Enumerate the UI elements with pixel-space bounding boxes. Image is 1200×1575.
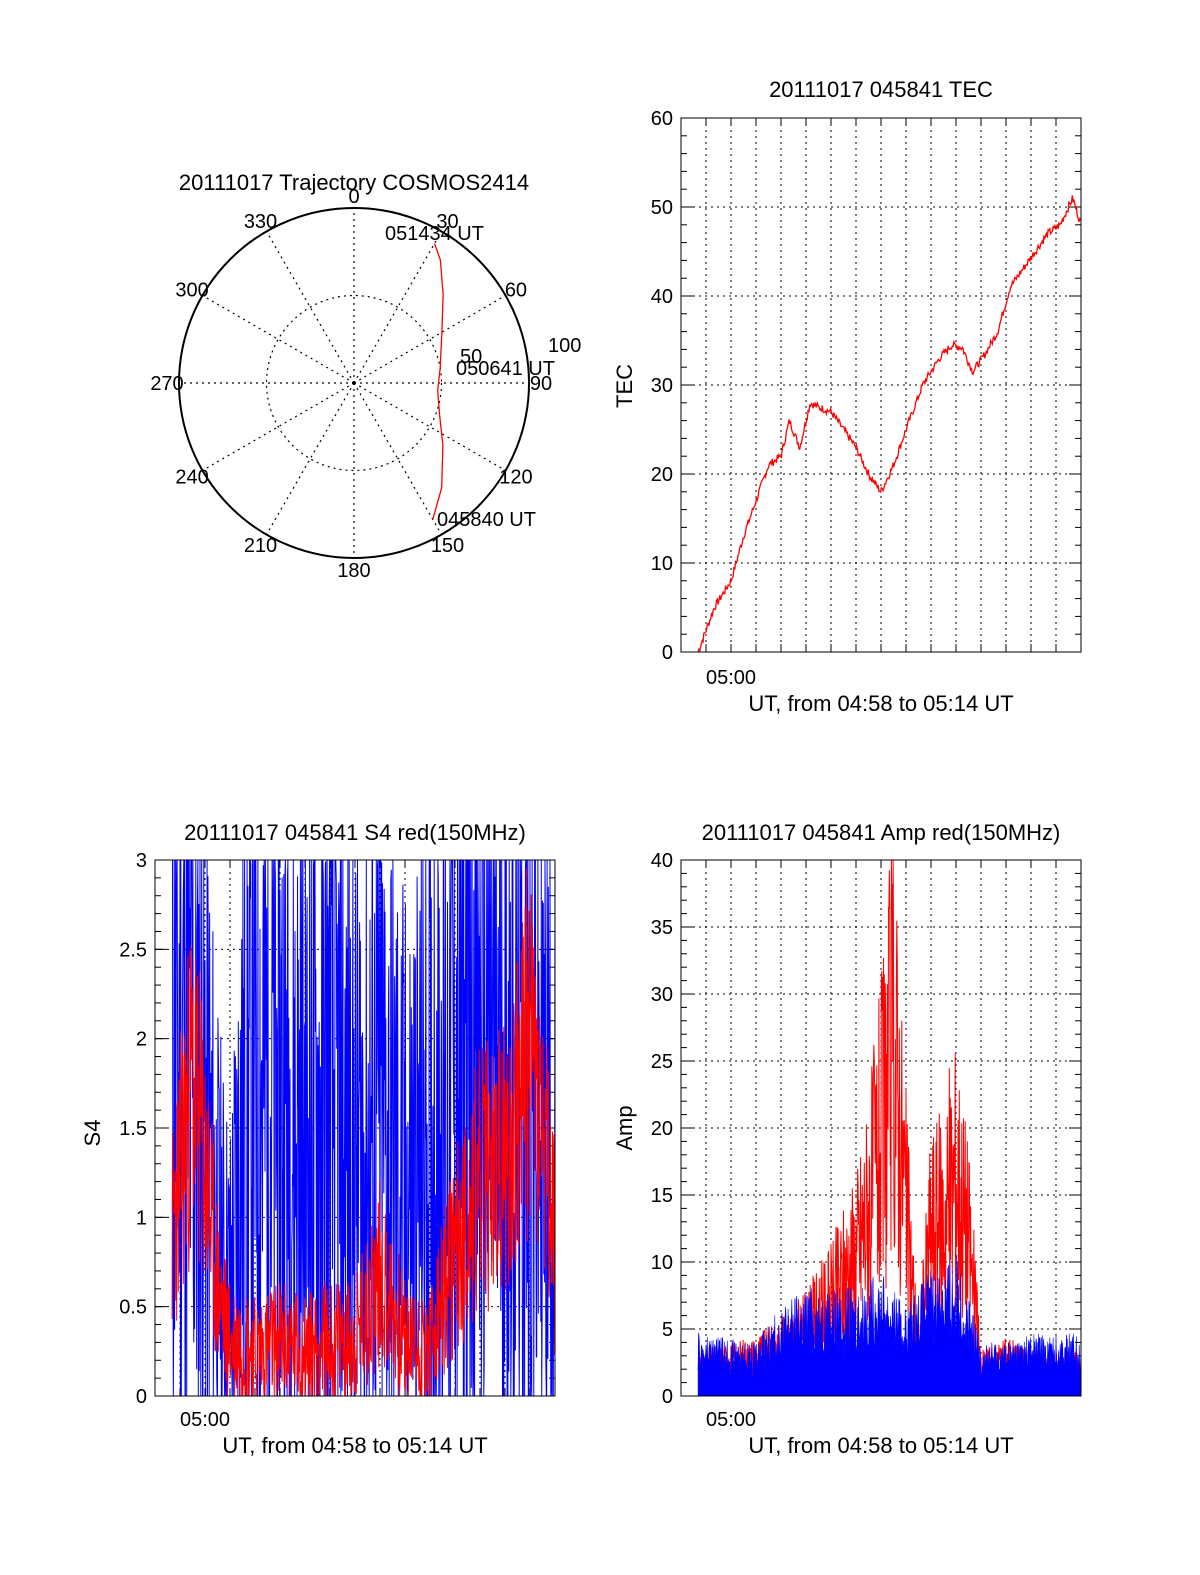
s4-y-axis-label: S4	[80, 1120, 105, 1147]
tec-y-tick-label-3: 30	[651, 375, 673, 397]
polar-spoke-150	[353, 382, 443, 535]
amp-y-tick-label-1: 5	[662, 1319, 673, 1341]
polar-ring-0	[265, 294, 443, 472]
polar-azimuth-label-330: 330	[244, 211, 277, 233]
tec-grid	[680, 117, 1082, 653]
amp-blue-series	[697, 1254, 1082, 1397]
polar-radial-label-0: 100	[548, 335, 581, 357]
s4-plot: 20111017 045841 S4 red(150MHz) 0 0.5 1 1.5 2…	[80, 820, 556, 1458]
amp-title: 20111017 045841 Amp red(150MHz)	[702, 820, 1061, 845]
amp-y-tick-label-6: 30	[651, 984, 673, 1006]
amp-y-tick-label-0: 0	[662, 1386, 673, 1408]
polar-spoke-30	[353, 231, 443, 384]
s4-y-tick-label-2: 1	[136, 1207, 147, 1229]
polar-outer-ring	[178, 207, 530, 559]
trajectory-label-mid: 050641 UT	[456, 358, 555, 380]
trajectory-label-end: 051434 UT	[385, 223, 484, 245]
amp-y-tick-label-3: 15	[651, 1185, 673, 1207]
tec-x-tick-0500: 05:00	[706, 667, 756, 689]
polar-spoke-240	[202, 382, 355, 472]
tec-x-axis-label: UT, from 04:58 to 05:14 UT	[748, 691, 1013, 716]
s4-x-axis-label: UT, from 04:58 to 05:14 UT	[222, 1433, 487, 1458]
amp-y-tick-label-5: 25	[651, 1051, 673, 1073]
trajectory-line	[432, 243, 444, 520]
trajectory-label-start: 045840 UT	[437, 509, 536, 531]
tec-y-tick-label-0: 0	[662, 642, 673, 664]
polar-azimuth-label-60: 60	[505, 280, 527, 302]
s4-y-tick-label-0: 0	[136, 1386, 147, 1408]
tec-y-ticks: 0 10 20 30 40 50 60	[651, 108, 673, 664]
polar-spoke-210	[265, 382, 355, 535]
amp-y-tick-label-7: 35	[651, 917, 673, 939]
tec-y-tick-label-4: 40	[651, 286, 673, 308]
polar-azimuth-labels: 0 30 60 90 120 150 180 210 240 270 300 330	[150, 186, 552, 582]
polar-azimuth-label-180: 180	[337, 560, 370, 582]
tec-y-tick-label-1: 10	[651, 553, 673, 575]
polar-plot: 20111017 Trajectory COSMOS2414 0 30 60 90 12…	[150, 170, 581, 582]
polar-spoke-330	[265, 231, 355, 384]
s4-y-ticks: 0 0.5 1 1.5 2 2.5 3	[119, 850, 147, 1408]
polar-azimuth-label-210: 210	[244, 535, 277, 557]
polar-azimuth-label-150: 150	[431, 535, 464, 557]
amp-plot: 20111017 045841 Amp red(150MHz) 0 5 10 15 20…	[612, 820, 1082, 1458]
s4-y-tick-label-3: 1.5	[119, 1118, 147, 1140]
s4-frame	[154, 859, 556, 1397]
polar-azimuth-label-240: 240	[175, 467, 208, 489]
tec-y-tick-label-2: 20	[651, 464, 673, 486]
s4-y-tick-label-6: 3	[136, 850, 147, 872]
tec-y-tick-label-5: 50	[651, 197, 673, 219]
polar-radial-label-1: 50	[460, 346, 482, 368]
amp-y-tick-label-8: 40	[651, 850, 673, 872]
polar-azimuth-label-90: 90	[530, 373, 552, 395]
amp-x-axis-label: UT, from 04:58 to 05:14 UT	[748, 1433, 1013, 1458]
s4-x-tick-0500: 05:00	[180, 1409, 230, 1431]
s4-y-tick-label-1: 0.5	[119, 1297, 147, 1319]
polar-azimuth-label-0: 0	[348, 186, 359, 208]
tec-title: 20111017 045841 TEC	[769, 77, 993, 102]
polar-title: 20111017 Trajectory COSMOS2414	[179, 170, 529, 195]
s4-y-tick-label-4: 2	[136, 1029, 147, 1051]
polar-spoke-120	[353, 382, 506, 472]
polar-azimuth-label-120: 120	[499, 467, 532, 489]
tec-y-axis-label: TEC	[612, 364, 637, 408]
tec-frame	[680, 117, 1082, 653]
polar-spoke-300	[202, 294, 355, 384]
s4-title: 20111017 045841 S4 red(150MHz)	[184, 820, 526, 845]
s4-y-tick-label-5: 2.5	[119, 939, 147, 961]
polar-azimuth-label-30: 30	[436, 211, 458, 233]
amp-y-ticks: 0 5 10 15 20 25 30 35 40	[651, 850, 673, 1408]
tec-y-tick-label-6: 60	[651, 108, 673, 130]
amp-y-axis-label: Amp	[612, 1105, 637, 1150]
amp-y-tick-label-4: 20	[651, 1118, 673, 1140]
tec-series-line	[697, 195, 1082, 653]
s4-red-series	[171, 867, 556, 1397]
polar-spoke-60	[353, 294, 506, 384]
polar-azimuth-label-270: 270	[150, 373, 183, 395]
amp-x-tick-0500: 05:00	[706, 1409, 756, 1431]
polar-grid	[179, 208, 529, 558]
polar-azimuth-label-300: 300	[175, 280, 208, 302]
amp-y-tick-label-2: 10	[651, 1252, 673, 1274]
amp-frame	[680, 859, 1082, 1397]
